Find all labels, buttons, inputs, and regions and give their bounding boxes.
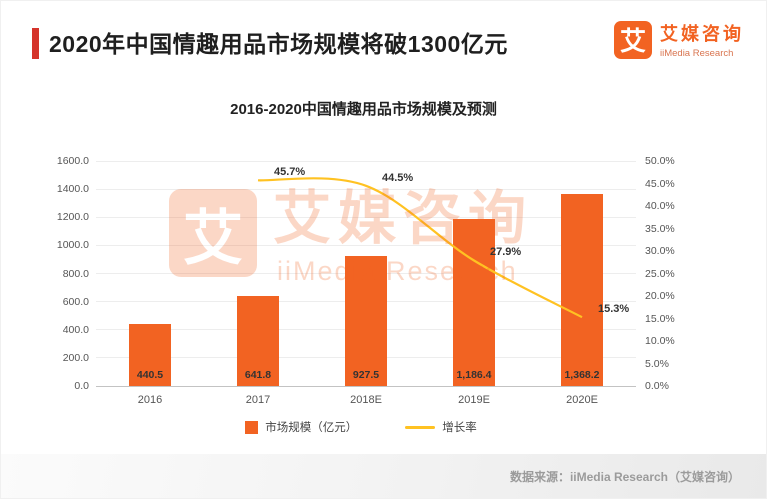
right-axis-tick-label: 20.0% bbox=[645, 290, 675, 302]
right-axis-tick-label: 0.0% bbox=[645, 380, 669, 392]
brand-logo-icon: 艾 bbox=[614, 20, 652, 59]
chart-title: 2016-2020中国情趣用品市场规模及预测 bbox=[230, 101, 497, 118]
legend-line-label: 增长率 bbox=[442, 422, 477, 434]
market-size-bar bbox=[561, 193, 603, 386]
footer: 数据来源：iiMedia Research（艾媒咨询） bbox=[1, 454, 766, 498]
bar-value-label: 927.5 bbox=[352, 369, 380, 381]
brand-logo: 艾 艾媒咨询 iiMedia Research bbox=[614, 20, 744, 59]
brand-name-cn: 艾媒咨询 bbox=[660, 24, 744, 44]
right-axis-tick-label: 10.0% bbox=[645, 335, 675, 347]
growth-rate-label: 27.9% bbox=[490, 246, 522, 259]
left-axis-tick-label: 1000.0 bbox=[56, 239, 89, 252]
gridline bbox=[96, 244, 636, 246]
right-axis-tick-label: 25.0% bbox=[645, 267, 675, 280]
left-axis-tick-label: 1600.0 bbox=[56, 155, 89, 167]
right-axis-tick-label: 15.0% bbox=[645, 312, 675, 325]
left-axis-tick-label: 600.0 bbox=[62, 295, 89, 308]
bar-value-label: 641.8 bbox=[244, 369, 272, 381]
growth-rate-line bbox=[257, 177, 583, 319]
growth-rate-label: 45.7% bbox=[274, 166, 306, 179]
x-axis-line bbox=[96, 385, 636, 387]
title-accent-bar bbox=[32, 28, 39, 59]
market-size-bar bbox=[345, 255, 387, 386]
page-title: 2020年中国情趣用品市场规模将破1300亿元 bbox=[49, 31, 508, 57]
growth-rate-label: 15.3% bbox=[598, 303, 630, 316]
right-axis-tick-label: 5.0% bbox=[645, 357, 669, 370]
left-axis-tick-label: 800.0 bbox=[62, 267, 89, 280]
x-axis-tick-label: 2017 bbox=[245, 394, 271, 406]
gridline bbox=[96, 216, 636, 218]
x-axis-tick-label: 2016 bbox=[137, 394, 163, 406]
bar-value-label: 1,368.2 bbox=[564, 369, 600, 381]
right-axis-tick-label: 50.0% bbox=[645, 155, 675, 167]
x-axis-tick-label: 2018E bbox=[350, 394, 382, 406]
legend-bar-label: 市场规模（亿元） bbox=[265, 422, 358, 434]
left-axis-tick-label: 0.0 bbox=[74, 380, 89, 392]
legend: 市场规模（亿元） 增长率 bbox=[1, 419, 721, 435]
right-axis-tick-label: 40.0% bbox=[645, 200, 675, 212]
legend-bar-swatch bbox=[245, 420, 259, 434]
brand-logo-text: 艾媒咨询 iiMedia Research bbox=[660, 20, 744, 59]
brand-name-en: iiMedia Research bbox=[660, 48, 734, 59]
growth-rate-line-svg bbox=[257, 177, 583, 319]
x-axis-tick-label: 2019E bbox=[458, 394, 490, 406]
data-source: 数据来源：iiMedia Research（艾媒咨询） bbox=[509, 469, 740, 484]
x-axis-tick-label: 2020E bbox=[566, 394, 598, 406]
right-axis-tick-label: 45.0% bbox=[645, 177, 675, 190]
left-axis-tick-label: 400.0 bbox=[62, 323, 89, 336]
left-axis-tick-label: 1400.0 bbox=[56, 183, 89, 196]
left-axis-tick-label: 1200.0 bbox=[56, 211, 89, 224]
bar-value-label: 1,186.4 bbox=[456, 369, 492, 381]
gridline bbox=[96, 160, 636, 162]
market-size-bar bbox=[129, 324, 171, 386]
growth-rate-label: 44.5% bbox=[382, 171, 414, 184]
brand-logo-glyph: 艾 bbox=[619, 26, 646, 56]
market-size-bar bbox=[453, 219, 495, 386]
gridline bbox=[96, 188, 636, 190]
right-axis-tick-label: 30.0% bbox=[645, 245, 675, 257]
left-axis-tick-label: 200.0 bbox=[62, 351, 89, 364]
right-axis-tick-label: 35.0% bbox=[645, 222, 675, 235]
market-size-bar bbox=[237, 295, 279, 386]
legend-item-growth-rate: 增长率 bbox=[405, 419, 477, 435]
legend-item-market-size: 市场规模（亿元） bbox=[245, 419, 357, 435]
bar-value-label: 440.5 bbox=[136, 369, 164, 381]
legend-line-swatch bbox=[405, 425, 436, 429]
